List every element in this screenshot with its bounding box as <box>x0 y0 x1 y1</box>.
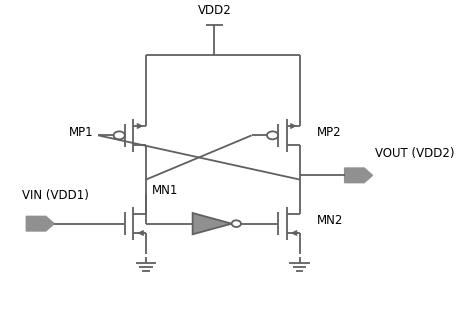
Text: MN1: MN1 <box>152 184 178 197</box>
Text: VOUT (VDD2): VOUT (VDD2) <box>375 148 454 160</box>
Polygon shape <box>26 216 54 231</box>
Text: VIN (VDD1): VIN (VDD1) <box>22 189 89 202</box>
Text: VDD2: VDD2 <box>198 4 231 17</box>
Polygon shape <box>192 213 232 234</box>
Polygon shape <box>345 168 373 183</box>
Text: MP1: MP1 <box>69 126 94 138</box>
Text: MN2: MN2 <box>317 214 343 227</box>
Text: MP2: MP2 <box>317 126 341 138</box>
